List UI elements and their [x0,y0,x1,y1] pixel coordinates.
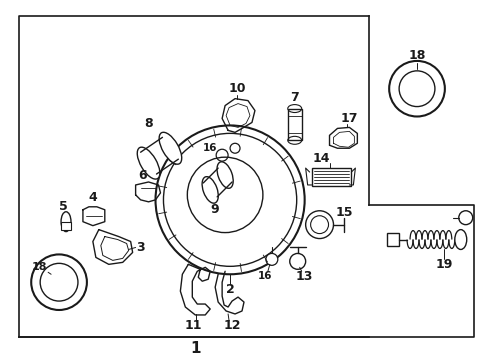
Text: 7: 7 [291,91,299,104]
Ellipse shape [290,253,306,269]
Text: 14: 14 [313,152,330,165]
Ellipse shape [137,147,160,179]
Bar [288,109,302,140]
Text: 16: 16 [203,143,218,153]
Ellipse shape [266,253,278,265]
Text: 6: 6 [138,168,147,181]
Ellipse shape [159,132,182,164]
Text: 10: 10 [228,82,246,95]
Ellipse shape [155,125,305,274]
Text: 8: 8 [144,117,153,130]
Text: 17: 17 [341,112,358,125]
Ellipse shape [459,211,473,225]
Ellipse shape [202,177,218,203]
Ellipse shape [61,212,71,231]
Text: 3: 3 [136,241,145,254]
Text: 9: 9 [211,203,220,216]
Text: 11: 11 [185,319,202,332]
Text: 13: 13 [296,270,313,283]
Text: 2: 2 [226,283,234,296]
Ellipse shape [399,71,435,107]
Text: 4: 4 [89,192,97,204]
Text: 18: 18 [408,49,426,63]
Ellipse shape [217,162,233,188]
Text: 18: 18 [31,262,47,272]
Text: 1: 1 [190,341,200,356]
Bar [387,233,399,247]
Bar [61,222,71,230]
Text: 19: 19 [435,258,453,271]
Text: 16: 16 [258,271,272,281]
Text: 12: 12 [223,319,241,332]
Ellipse shape [455,230,467,249]
Ellipse shape [306,211,334,239]
Text: 15: 15 [336,206,353,219]
Ellipse shape [31,255,87,310]
Text: 5: 5 [59,200,68,213]
Ellipse shape [389,61,445,117]
Ellipse shape [311,216,328,234]
Bar [312,168,351,186]
Ellipse shape [40,264,78,301]
